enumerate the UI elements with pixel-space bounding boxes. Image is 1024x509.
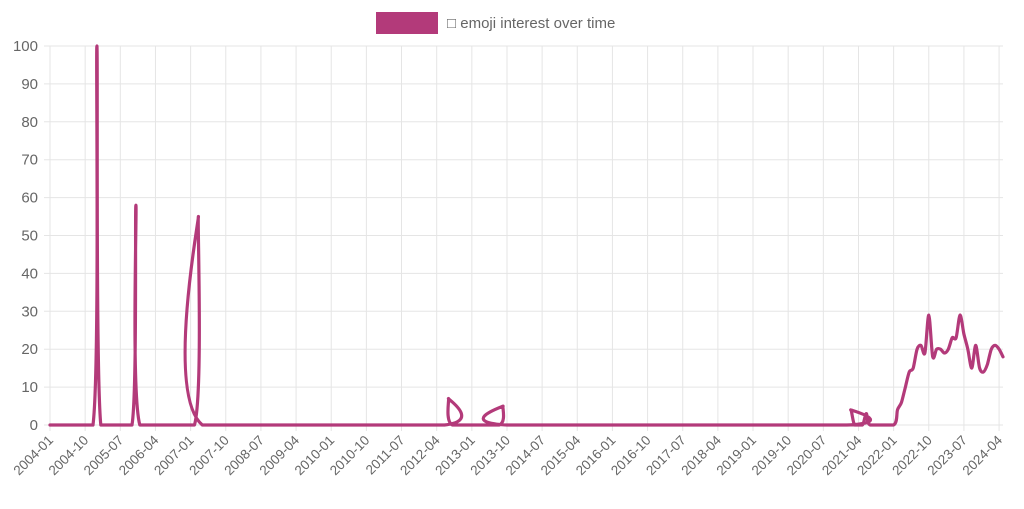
y-tick-label: 100 [13,38,38,55]
y-tick-label: 90 [21,76,38,93]
y-tick-label: 20 [21,341,38,358]
series-line[interactable] [48,44,1005,427]
legend-label: □ emoji interest over time [447,15,615,32]
y-tick-label: 40 [21,265,38,282]
legend-swatch [376,12,438,34]
y-tick-label: 80 [21,114,38,131]
y-tick-label: 60 [21,190,38,207]
x-tick-label: 2010-10 [327,433,373,479]
grid [44,45,1003,431]
y-tick-label: 0 [30,417,38,434]
y-tick-label: 50 [21,228,38,245]
x-axis-ticks: 2004-012004-102005-072006-042007-012007-… [10,432,1005,478]
y-axis-ticks: 0 10 20 30 40 50 60 70 80 90 100 [13,38,38,434]
y-tick-label: 10 [21,379,38,396]
y-tick-label: 30 [21,303,38,320]
y-tick-label: 70 [21,152,38,169]
legend[interactable]: □ emoji interest over time [376,12,615,34]
x-tick-label: 2024-04 [960,432,1006,478]
series-layer [48,44,1005,427]
